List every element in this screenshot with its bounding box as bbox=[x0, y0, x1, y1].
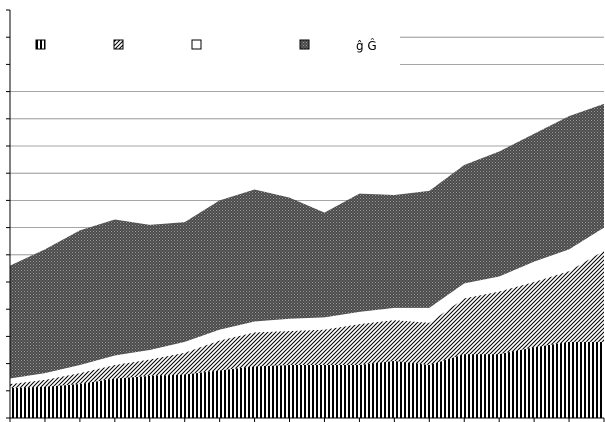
legend-swatch-white bbox=[191, 39, 202, 50]
area-series-dense-dots bbox=[10, 103, 604, 379]
area-series-vertical-stripes bbox=[10, 341, 604, 418]
legend: ĝ Ĝ bbox=[35, 38, 377, 53]
legend-swatch-dense-dots bbox=[299, 39, 310, 50]
legend-swatch-vertical-stripes bbox=[35, 39, 46, 50]
area-series-diagonal-hatch bbox=[10, 250, 604, 389]
area-series-white bbox=[10, 227, 604, 384]
legend-extra-text: ĝ Ĝ bbox=[356, 38, 377, 53]
area-series-group bbox=[10, 103, 604, 418]
legend-swatch-diagonal-hatch bbox=[113, 39, 124, 50]
axes bbox=[6, 9, 605, 422]
